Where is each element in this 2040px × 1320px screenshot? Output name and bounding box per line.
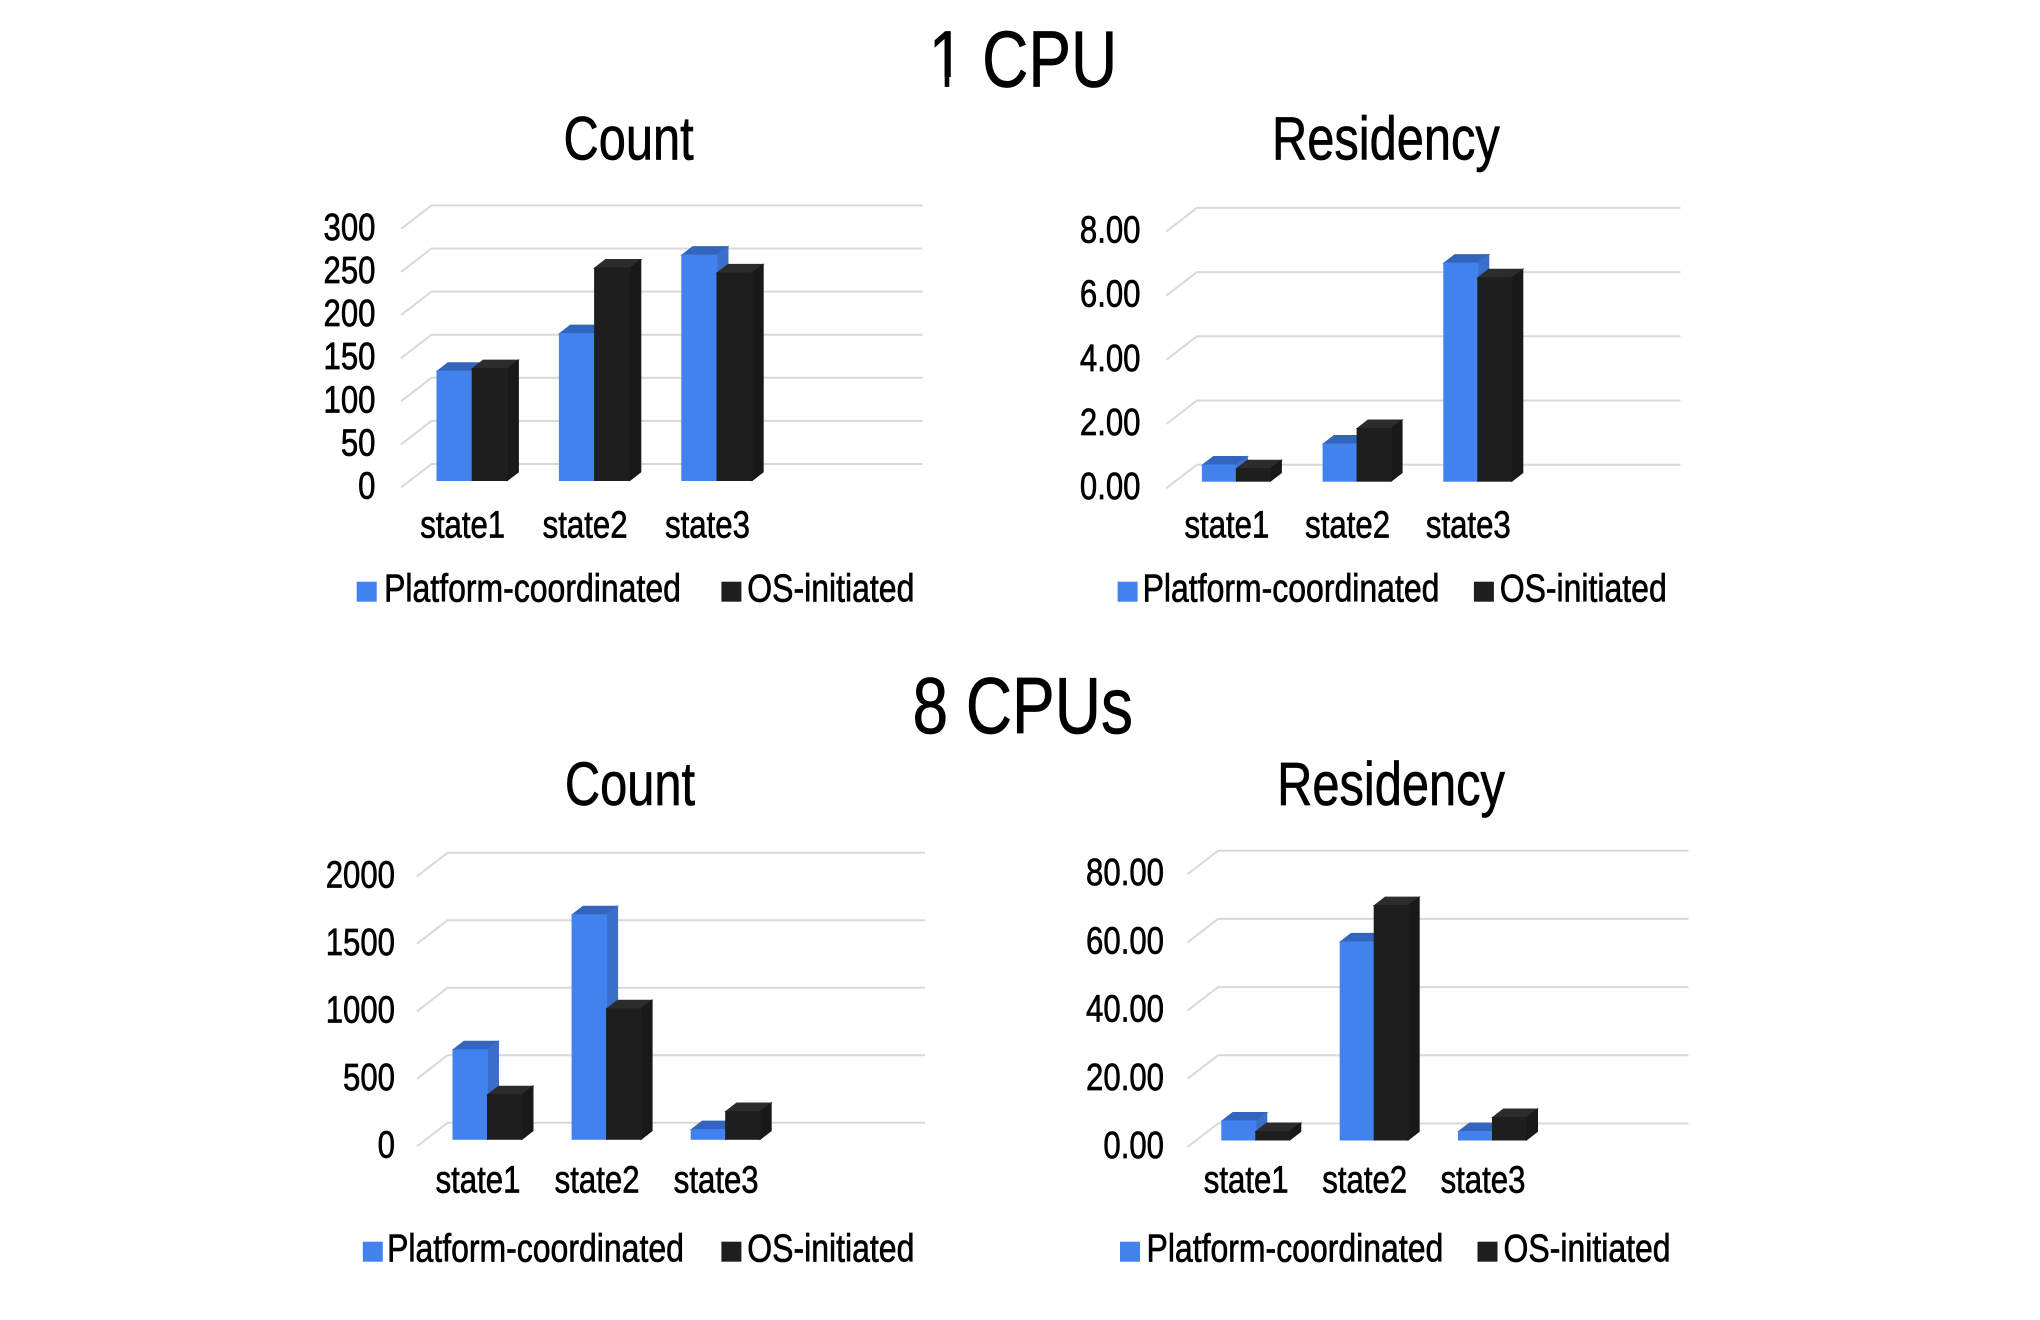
svg-text:state2: state2 [543,505,628,547]
svg-text:OS-initiated: OS-initiated [747,567,914,611]
svg-text:Platform-coordinated: Platform-coordinated [1143,567,1440,611]
svg-text:state3: state3 [665,505,750,547]
svg-text:0: 0 [358,466,375,508]
svg-text:state3: state3 [674,1160,759,1202]
svg-text:Count: Count [565,750,695,818]
svg-text:500: 500 [343,1057,395,1099]
svg-text:6.00: 6.00 [1080,274,1141,316]
svg-text:state2: state2 [555,1160,640,1202]
svg-text:state1: state1 [1184,505,1269,547]
svg-text:2000: 2000 [326,854,395,896]
svg-text:Residency: Residency [1272,104,1500,172]
svg-text:20.00: 20.00 [1086,1057,1164,1099]
svg-text:1 CPU: 1 CPU [929,15,1117,104]
svg-text:150: 150 [324,336,376,378]
svg-text:8 CPUs: 8 CPUs [912,661,1132,750]
svg-text:state1: state1 [1204,1160,1289,1202]
svg-text:300: 300 [324,207,376,249]
svg-text:60.00: 60.00 [1086,921,1164,963]
svg-text:0.00: 0.00 [1103,1125,1164,1167]
svg-text:4.00: 4.00 [1080,338,1141,380]
svg-text:Platform-coordinated: Platform-coordinated [1147,1227,1444,1271]
svg-text:2.00: 2.00 [1080,402,1141,444]
svg-text:1500: 1500 [326,922,395,964]
svg-text:8.00: 8.00 [1080,210,1141,252]
svg-text:state2: state2 [1322,1160,1407,1202]
svg-text:0: 0 [378,1124,395,1166]
svg-text:200: 200 [324,293,376,335]
svg-text:50: 50 [341,423,376,465]
svg-text:1000: 1000 [326,989,395,1031]
svg-text:state2: state2 [1305,505,1390,547]
svg-text:Residency: Residency [1277,750,1505,818]
svg-text:Platform-coordinated: Platform-coordinated [384,567,681,611]
svg-text:OS-initiated: OS-initiated [1500,567,1667,611]
svg-text:Platform-coordinated: Platform-coordinated [387,1227,684,1271]
svg-text:OS-initiated: OS-initiated [747,1227,914,1271]
svg-text:0.00: 0.00 [1080,466,1141,508]
svg-text:OS-initiated: OS-initiated [1504,1227,1671,1271]
svg-text:state1: state1 [436,1160,521,1202]
svg-text:state3: state3 [1441,1160,1526,1202]
svg-text:state1: state1 [420,505,505,547]
svg-text:80.00: 80.00 [1086,852,1164,894]
svg-text:100: 100 [324,379,376,421]
svg-text:state3: state3 [1426,505,1511,547]
svg-text:40.00: 40.00 [1086,989,1164,1031]
svg-text:250: 250 [324,250,376,292]
svg-text:Count: Count [564,104,694,172]
